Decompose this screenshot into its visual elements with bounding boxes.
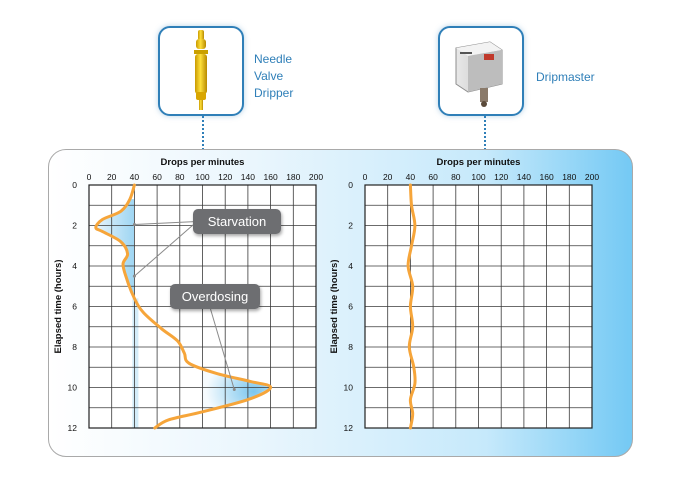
x-tick-label: 120 [218,172,232,182]
needle-valve-dripper-card [158,26,244,116]
x-axis-title: Drops per minutes [161,157,245,168]
starvation-region [95,199,135,299]
x-tick-label: 100 [195,172,209,182]
y-tick-label: 6 [72,302,77,312]
overdosing-region [202,367,271,416]
y-tick-label: 10 [344,383,354,393]
device-label-line: Dripper [254,86,294,100]
series-line [94,183,273,430]
x-tick-label: 160 [264,172,278,182]
x-tick-label: 80 [451,172,461,182]
y-tick-label: 12 [68,423,78,433]
y-tick-label: 0 [72,180,77,190]
callout-pointer [210,308,235,390]
connector-line [484,116,486,150]
callout-pointer-tip [232,388,236,392]
y-tick-label: 8 [72,342,77,352]
y-axis-title: Elapsed time (hours) [53,260,64,354]
y-tick-label: 2 [348,221,353,231]
callout-pointer-tip [132,222,136,226]
chart-1: 0 20 40 60 80 100 120 140 160 180 200 0 2 4 6 8 10 12 Drop… [53,157,323,433]
y-tick-label: 12 [344,423,354,433]
dripmaster-device-icon [455,41,503,107]
dripmaster-label: Dripmaster [536,69,595,86]
x-tick-label: 100 [471,172,485,182]
dripmaster-card [438,26,524,116]
callout-box [193,209,281,234]
x-tick-label: 200 [309,172,323,182]
x-axis-title: Drops per minutes [437,157,521,168]
callout-pointer [134,221,198,225]
y-tick-label: 4 [72,261,77,271]
baseline-band [132,298,139,428]
device-label-line: Needle [254,52,293,66]
device-label-line: Dripmaster [536,70,595,84]
x-tick-label: 0 [87,172,92,182]
x-tick-label: 140 [241,172,255,182]
x-tick-label: 180 [562,172,576,182]
plot-border [364,184,593,429]
y-tick-label: 0 [348,180,353,190]
connector-line [202,116,204,150]
x-tick-label: 80 [175,172,185,182]
x-tick-label: 60 [428,172,438,182]
plot-border [88,184,317,429]
y-tick-label: 6 [348,302,353,312]
x-tick-label: 40 [130,172,140,182]
chart-2: 0 20 40 60 80 100 120 140 160 180 200 0 2 4 6 8 10 12 Drop… [329,157,599,433]
y-tick-label: 2 [72,221,77,231]
series-line [406,183,417,430]
device-label-line: Valve [254,69,284,83]
y-tick-label: 8 [348,342,353,352]
x-tick-label: 40 [406,172,416,182]
x-tick-label: 20 [383,172,393,182]
y-axis-title: Elapsed time (hours) [329,260,340,354]
needle-valve-dripper-icon [194,30,208,110]
callout-pointer-tip [132,274,136,278]
needle-valve-dripper-label: Needle Valve Dripper [254,51,293,102]
x-tick-label: 20 [107,172,117,182]
y-tick-label: 4 [348,261,353,271]
x-tick-label: 200 [585,172,599,182]
x-tick-label: 160 [540,172,554,182]
x-tick-label: 0 [363,172,368,182]
x-tick-label: 180 [286,172,300,182]
callout-label: Overdosing [182,289,248,304]
x-tick-label: 120 [494,172,508,182]
x-tick-label: 60 [152,172,162,182]
y-tick-label: 10 [68,383,78,393]
x-tick-label: 140 [517,172,531,182]
callout-label: Starvation [208,214,267,229]
callout-pointer [134,221,198,277]
callout-box [170,284,260,309]
